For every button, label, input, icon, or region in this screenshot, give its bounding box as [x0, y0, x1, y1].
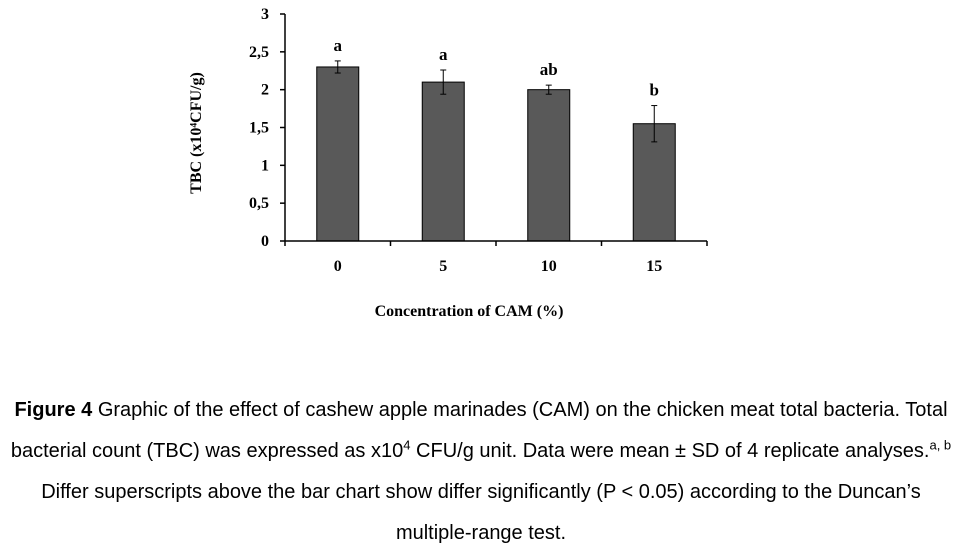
y-tick-label: 1 [261, 157, 269, 174]
y-axis-title: TBC (x10⁴CFU/g) [188, 72, 205, 194]
bar-15 [632, 123, 676, 242]
caption-text-2: CFU/g unit. Data were mean ± SD of 4 rep… [410, 440, 930, 462]
x-tick-label: 15 [646, 258, 662, 275]
y-ticks-group: 0 0,5 1 1,5 2 2,5 3 [249, 6, 285, 250]
figure-label: Figure 4 [14, 399, 93, 421]
caption-superscript-1: 4 [403, 437, 411, 453]
bar-5 [421, 81, 465, 242]
x-axis-title: Concentration of CAM (%) [375, 303, 564, 320]
x-ticks-group: 0 5 10 15 [284, 241, 708, 275]
x-tick-label: 5 [439, 258, 447, 275]
bar-0 [316, 66, 360, 242]
y-tick-label: 1,5 [249, 120, 269, 137]
y-tick-label: 2,5 [249, 44, 269, 61]
x-tick-label: 0 [334, 258, 342, 275]
caption-text-1: Graphic of the effect of cashew apple ma… [10, 399, 948, 462]
bar-10 [527, 89, 571, 242]
y-tick-label: 0 [261, 233, 269, 250]
y-tick-label: 2 [261, 82, 269, 99]
significance-label-15: b [650, 81, 659, 100]
bar-chart: a a ab b 0 0,5 1 1,5 2 2,5 3 0 5 10 15 Concentration… [188, 6, 708, 320]
y-tick-label: 0,5 [249, 195, 269, 212]
significance-label-5: a [439, 45, 448, 64]
x-tick-label: 10 [541, 258, 557, 275]
caption-text-3: Differ superscripts above the bar chart … [41, 481, 921, 544]
figure-caption: Figure 4 Graphic of the effect of cashew… [8, 390, 954, 554]
significance-label-0: a [334, 36, 343, 55]
error-bars-group [334, 60, 658, 143]
significance-labels-group: a a ab b [334, 36, 659, 100]
bars-group [316, 66, 676, 242]
y-tick-label: 3 [261, 6, 269, 23]
significance-label-10: ab [540, 60, 558, 79]
caption-superscript-2: a, b [929, 437, 952, 453]
